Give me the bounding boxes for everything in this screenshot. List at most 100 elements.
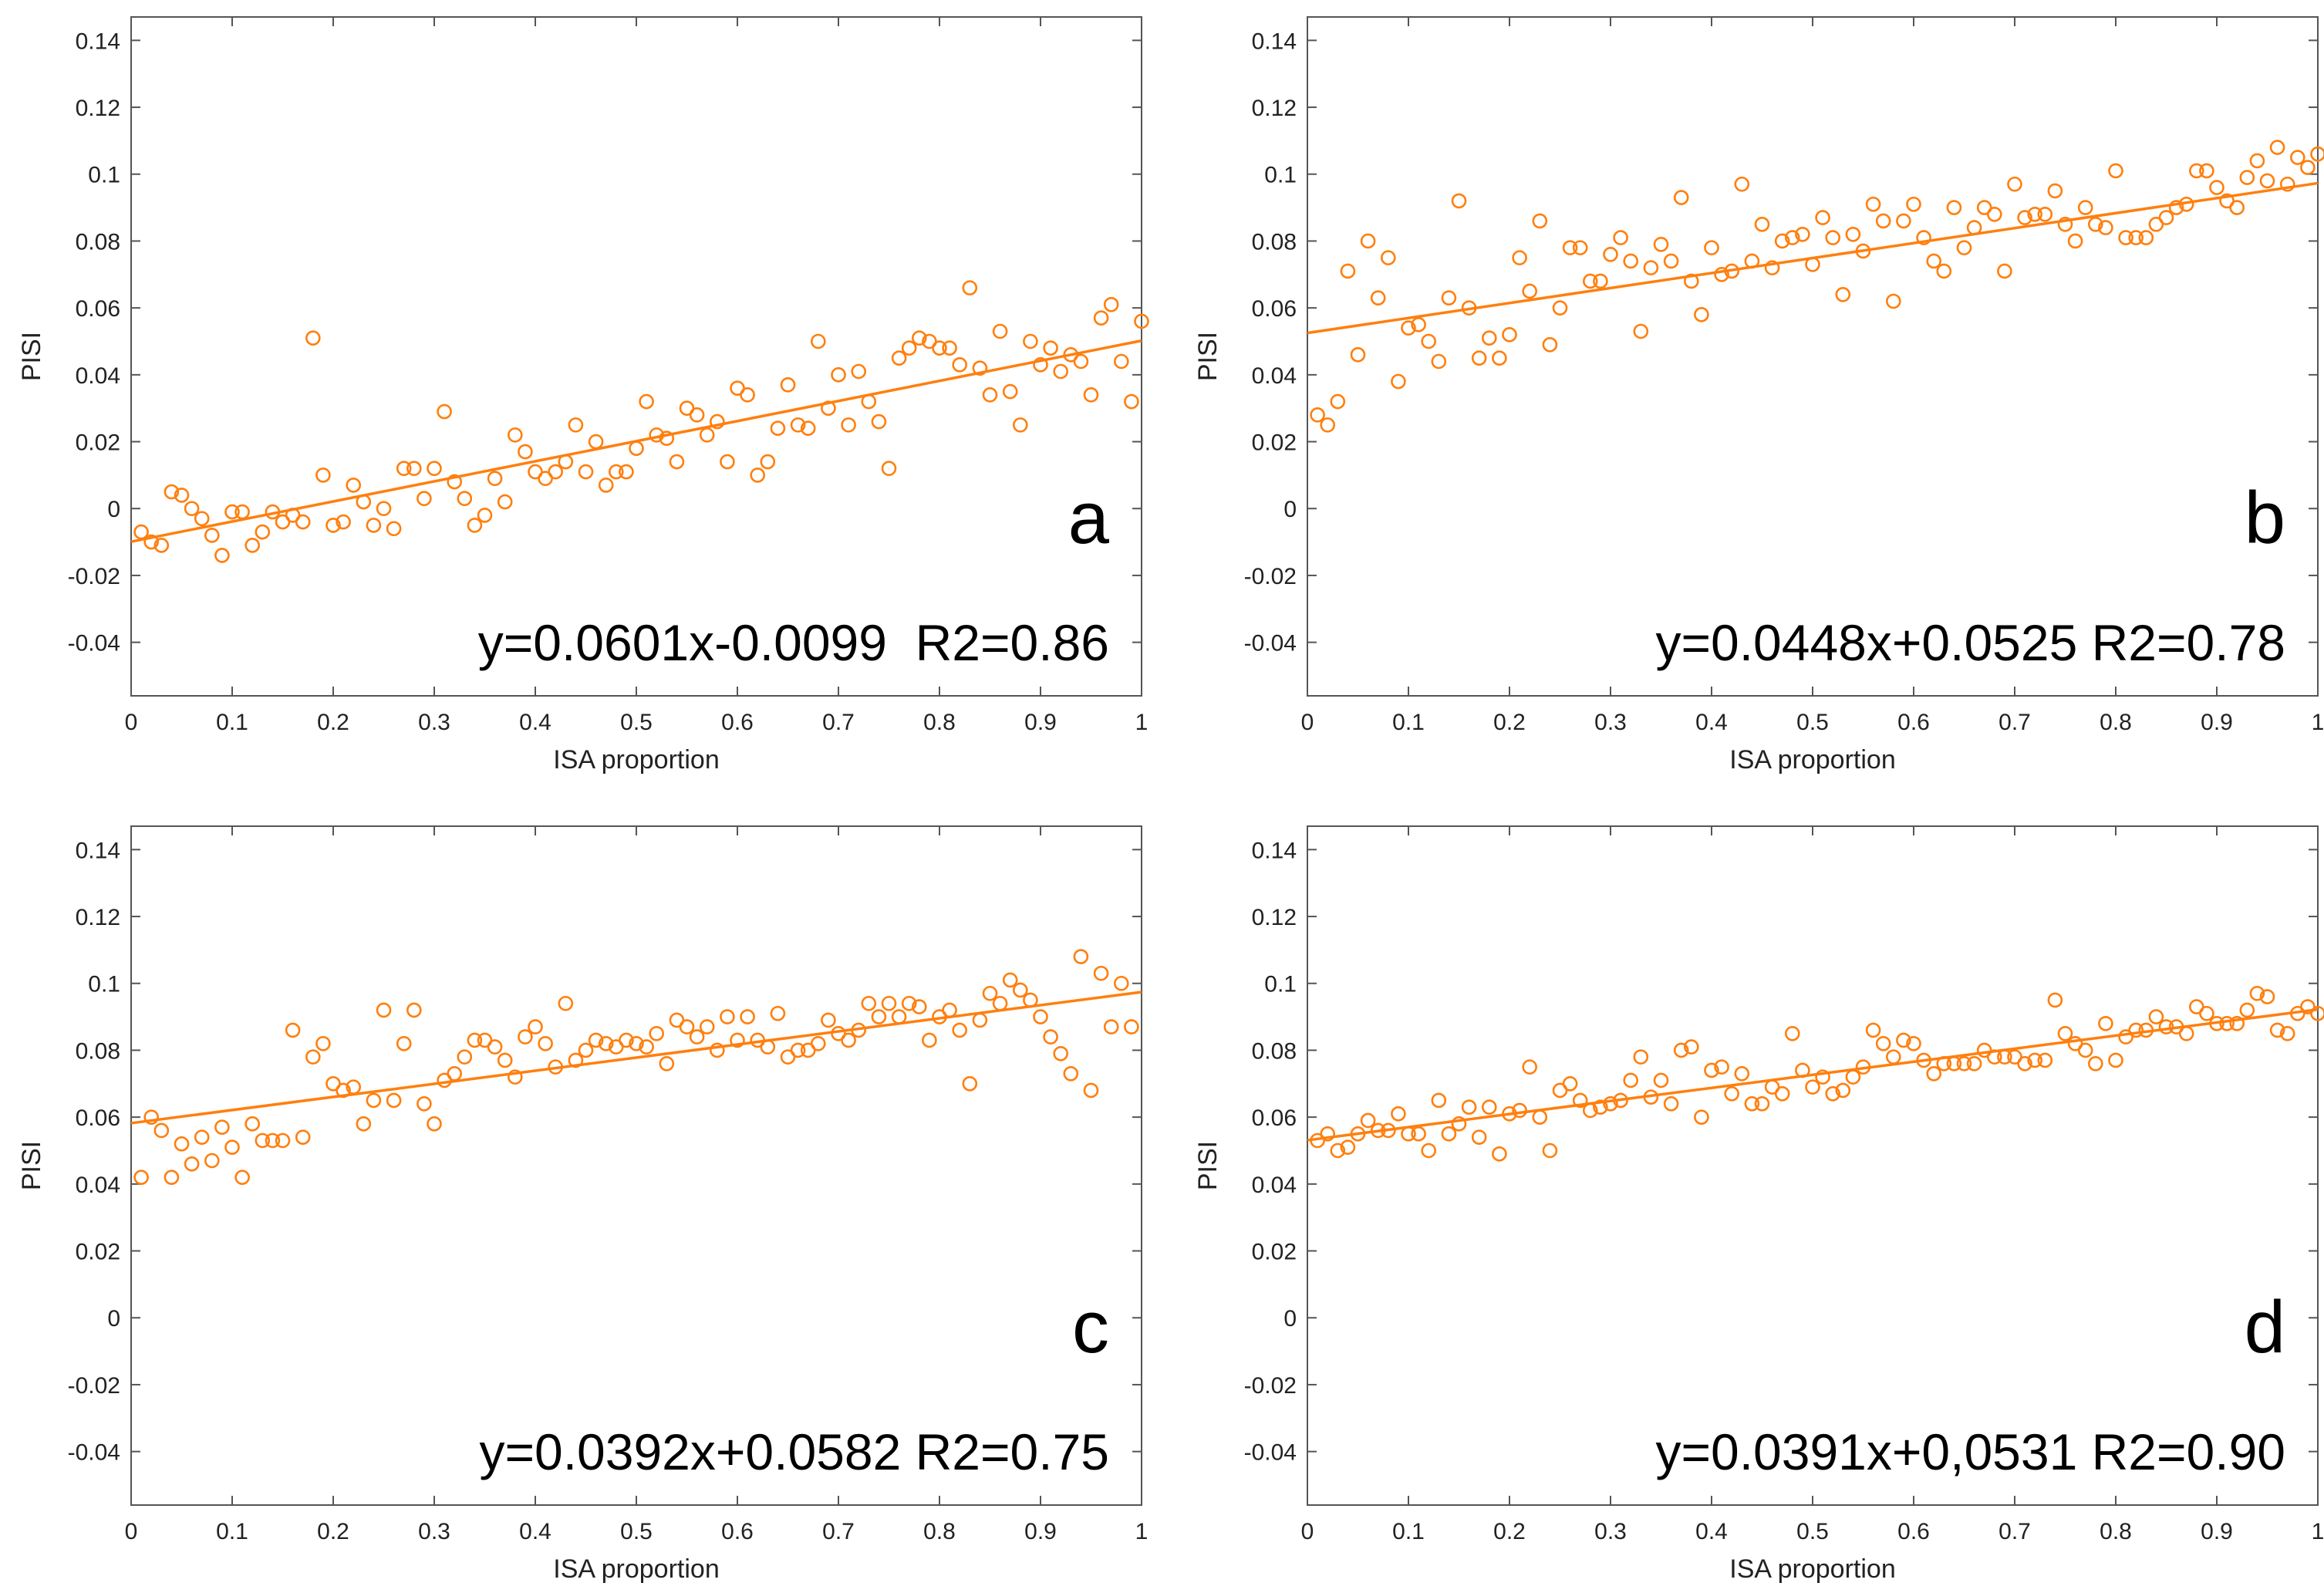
data-point [1774,233,1790,249]
data-point [1966,1055,1982,1072]
data-point [831,1025,846,1041]
data-point [1754,1096,1770,1112]
fit-line-c [130,991,1142,1125]
scatter-series-d [1310,985,2324,1162]
data-point [204,1153,220,1169]
plot-frame-d [1307,825,2319,1506]
data-point [1785,230,1800,245]
data-point [1714,266,1729,282]
data-point [507,1069,523,1085]
data-point [1572,240,1588,255]
data-point [2057,216,2073,232]
data-point [1613,1092,1628,1109]
data-point [1401,320,1416,336]
data-point [1956,1055,1972,1072]
data-point [1124,1019,1139,1034]
data-point [1471,350,1487,366]
y-tick-label: 0.06 [1252,1105,1297,1131]
regression-equation: y=0.0601x-0.0099 R2=0.86 [478,614,1109,671]
data-point [1421,333,1436,349]
data-point [2108,163,2123,179]
data-point [962,1075,978,1092]
panel-a: 0 0.1 0.2 0.3 0.4 0.5 0.6 0.7 0.8 0.9 1 -0.04 -0.02 0… [17,16,1149,775]
data-point [194,1129,210,1145]
data-point [164,484,180,500]
data-point [1734,1065,1750,1082]
x-tick-label: 0.7 [822,1519,855,1544]
data-point [800,420,816,437]
data-point [1956,240,1972,255]
data-point [427,1116,442,1132]
data-point [901,340,917,356]
data-point [1572,1092,1588,1109]
data-point [1512,1102,1527,1119]
data-point [457,491,473,507]
data-point [1451,193,1467,209]
y-tick-label: 0 [107,497,120,522]
data-point [2027,1052,2042,1068]
data-point [1023,333,1038,349]
data-point [608,464,624,480]
data-point [2118,230,2133,245]
x-tick-label: 0.2 [1493,710,1526,735]
data-point [760,1039,776,1055]
plot-frame-a [130,16,1142,697]
data-point [1926,1065,1941,1082]
data-point [1673,190,1689,205]
data-point [497,1052,513,1068]
x-tick-label: 0 [125,1519,138,1544]
data-point [1083,1082,1099,1099]
data-point [417,1096,432,1112]
data-point [315,467,331,483]
data-point [1643,260,1659,275]
data-point [790,417,806,433]
data-point [619,464,634,480]
data-point [437,403,452,420]
data-point [1855,243,1871,259]
data-point [285,508,301,523]
y-tick-label: 0.06 [76,1105,120,1131]
x-tick-label: 0.8 [2100,1519,2132,1544]
x-tick-label: 0.1 [1392,710,1425,735]
data-point [780,1049,796,1065]
y-axis-title: PISI [17,332,46,381]
y-tick-label: 0.06 [1252,296,1297,322]
data-point [194,511,210,527]
data-point [851,1022,866,1038]
x-axis-title: ISA proportion [1729,745,1895,775]
data-point [689,1029,705,1045]
x-tick-label: 0.7 [1999,1519,2031,1544]
data-point [639,1039,654,1055]
data-point [1542,1142,1558,1159]
data-point [295,1129,311,1145]
y-tick-label: 0.04 [76,1173,120,1198]
data-point [1653,236,1669,252]
data-point [427,461,442,477]
data-point [558,454,574,470]
data-point [1936,263,1952,279]
data-point [133,524,149,540]
data-point [1815,210,1830,225]
data-point [2017,1055,2032,1072]
data-point [639,393,654,410]
data-point [1114,353,1129,370]
data-point [932,1009,947,1024]
data-point [1886,293,1901,309]
x-tick-label: 1 [1135,710,1149,735]
data-point [770,420,786,437]
y-tick-label: 0.04 [76,363,120,389]
data-point [1754,216,1770,232]
y-tick-label: 0 [107,1306,120,1331]
data-point [1896,1032,1911,1048]
data-point [1461,300,1477,316]
x-tick-label: 1 [2312,710,2324,735]
data-point [1785,1025,1800,1041]
data-point [356,1116,372,1132]
data-point [770,1005,786,1021]
x-tick-label: 0.5 [620,1519,653,1544]
y-tick-label: -0.04 [1244,1440,1297,1466]
data-point [912,330,927,346]
data-point [851,363,866,380]
data-point [1431,353,1447,370]
